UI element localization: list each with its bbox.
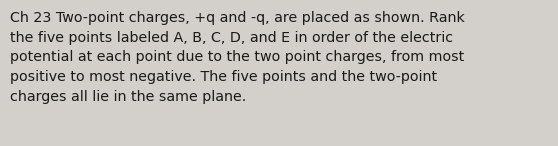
Text: Ch 23 Two-point charges, +q and -q, are placed as shown. Rank
the five points la: Ch 23 Two-point charges, +q and -q, are … <box>10 11 465 104</box>
